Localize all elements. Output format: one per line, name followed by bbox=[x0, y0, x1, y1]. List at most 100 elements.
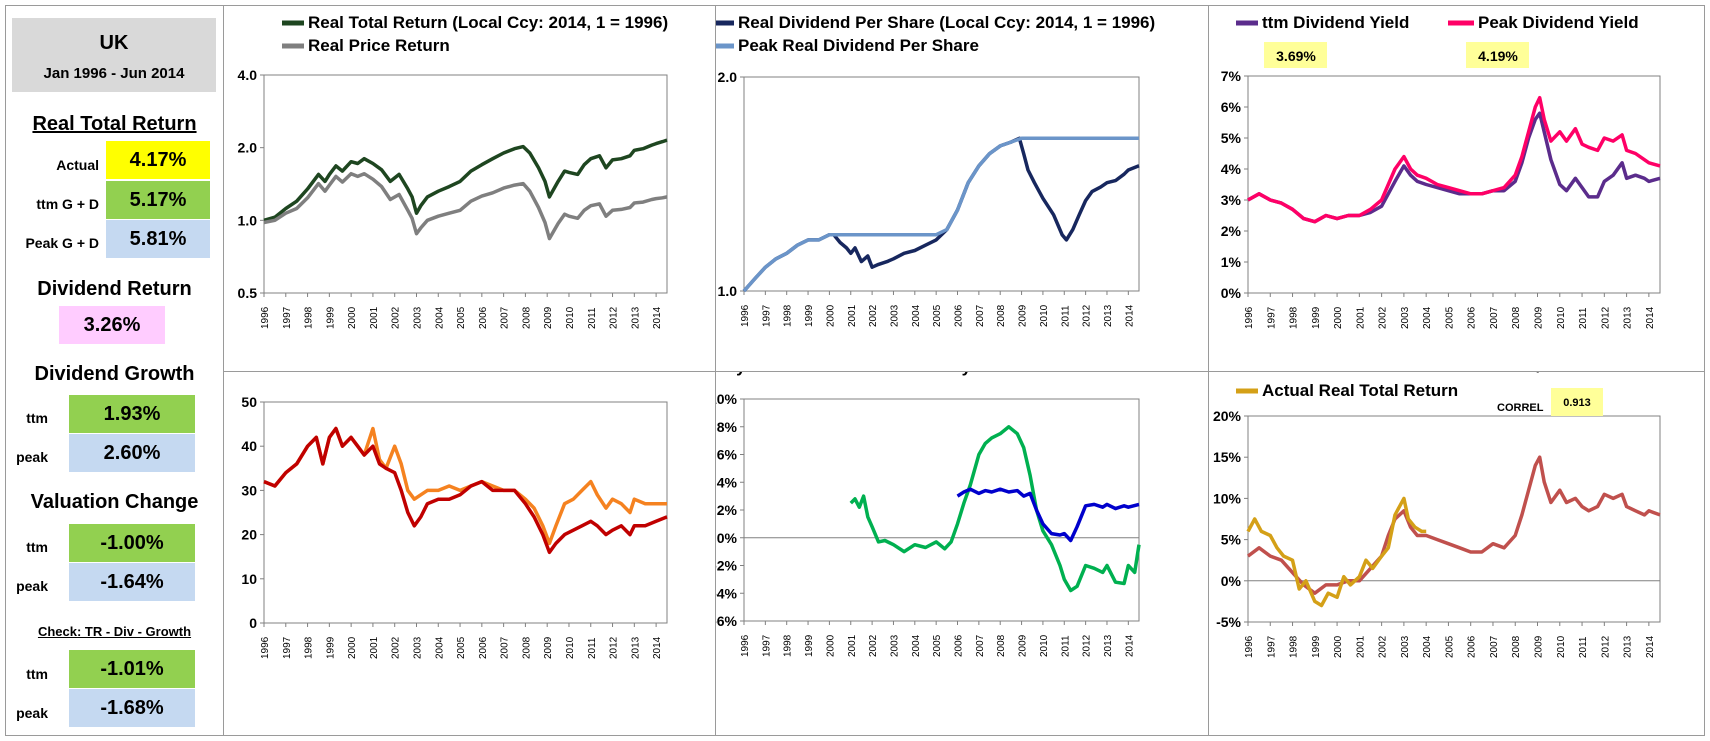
x-tick-label: 2013 bbox=[1103, 304, 1114, 327]
x-tick-label: 2003 bbox=[889, 634, 900, 657]
x-tick-label: 2006 bbox=[954, 634, 965, 657]
y-tick-label: 4.0 bbox=[238, 67, 258, 83]
y-tick-label: 6% bbox=[1221, 99, 1242, 115]
summary-panel: UK Jan 1996 - Jun 2014 Real Total Return… bbox=[6, 6, 223, 735]
rtr-actual-label: Actual bbox=[56, 157, 99, 173]
x-tick-label: 2001 bbox=[1355, 635, 1366, 658]
real-total-return-title: Real Total Return bbox=[32, 113, 197, 135]
x-tick-label: 1997 bbox=[282, 636, 293, 659]
x-tick-label: 2009 bbox=[1534, 306, 1545, 329]
rtr-actual-value: 4.17% bbox=[106, 141, 210, 179]
x-tick-label: 2014 bbox=[652, 636, 663, 659]
x-tick-label: 2010 bbox=[565, 636, 576, 659]
y-tick-label: 2.0 bbox=[718, 69, 738, 85]
x-tick-label: 1998 bbox=[783, 304, 794, 327]
x-tick-label: 2005 bbox=[456, 306, 467, 329]
chart-predicted-vs-actual: -5% 0% 5% 10% 15% 20% 1996 1997 1998 1999 2000 2001… bbox=[1209, 372, 1704, 735]
series-line-1 bbox=[1246, 496, 1427, 608]
x-tick-label: 2002 bbox=[868, 304, 879, 327]
x-tick-label: 2009 bbox=[1018, 304, 1029, 327]
rtr-ttm-value: 5.17% bbox=[106, 181, 210, 219]
y-tick-label: 0.5 bbox=[238, 285, 258, 301]
x-tick-label: 1999 bbox=[1311, 635, 1322, 658]
x-tick-label: 1997 bbox=[1266, 306, 1277, 329]
x-tick-label: 2007 bbox=[975, 304, 986, 327]
x-tick-label: 1997 bbox=[282, 306, 293, 329]
chart-dividend-yield: 0% 1% 2% 3% 4% 5% 6% 7% 1996 1997 1998 1999 2000 2001… bbox=[1209, 6, 1704, 371]
x-tick-label: 2014 bbox=[1124, 304, 1135, 327]
y-tick-label: 40 bbox=[241, 438, 257, 454]
x-tick-label: 2011 bbox=[1060, 305, 1071, 327]
check-ttm-label: ttm bbox=[26, 666, 48, 682]
x-tick-label: 2004 bbox=[911, 634, 922, 657]
y-tick-label: 4% bbox=[717, 474, 738, 490]
x-tick-label: 2006 bbox=[1467, 635, 1478, 658]
x-tick-label: 2003 bbox=[412, 306, 423, 329]
x-tick-label: 2008 bbox=[1511, 635, 1522, 658]
x-tick-label: 2007 bbox=[1489, 635, 1500, 658]
series-line-0 bbox=[263, 138, 668, 222]
vc-ttm-value: -1.00% bbox=[69, 524, 195, 562]
y-tick-label: 0 bbox=[249, 615, 257, 631]
x-tick-label: 2012 bbox=[1600, 306, 1611, 329]
y-tick-label: 20% bbox=[1213, 408, 1242, 424]
peak-yield-badge bbox=[1466, 42, 1529, 68]
plot-area bbox=[1247, 415, 1661, 623]
check-title: Check: TR - Div - Growth bbox=[37, 624, 192, 639]
x-tick-label: 2010 bbox=[1556, 635, 1567, 658]
y-tick-label: 4% bbox=[1221, 161, 1242, 177]
y-tick-label: -4% bbox=[716, 585, 738, 601]
rtr-peak-value: 5.81% bbox=[106, 220, 210, 258]
x-tick-label: 2011 bbox=[587, 637, 598, 659]
dg-peak-value: 2.60% bbox=[69, 434, 195, 472]
x-tick-label: 2013 bbox=[1623, 306, 1634, 329]
x-tick-label: 2010 bbox=[565, 306, 576, 329]
x-tick-label: 2013 bbox=[630, 636, 641, 659]
x-tick-label: 2013 bbox=[630, 306, 641, 329]
y-tick-label: 5% bbox=[1221, 532, 1242, 548]
x-tick-label: 2004 bbox=[911, 304, 922, 327]
x-tick-label: 2007 bbox=[1489, 306, 1500, 329]
series-line-1 bbox=[742, 136, 1139, 293]
check-peak-value: -1.68% bbox=[69, 689, 195, 727]
series-line-0 bbox=[1246, 455, 1661, 595]
series-line-1 bbox=[263, 426, 668, 555]
rtr-ttm-label: ttm G + D bbox=[36, 196, 99, 212]
period-label: Jan 1996 - Jun 2014 bbox=[43, 65, 185, 82]
y-tick-label: 1.0 bbox=[718, 283, 738, 299]
dg-peak-label: peak bbox=[16, 449, 48, 465]
ttm-yield-value: 3.69% bbox=[1276, 48, 1316, 64]
x-tick-label: 2004 bbox=[434, 636, 445, 659]
x-tick-label: 2008 bbox=[996, 634, 1007, 657]
x-tick-label: 1996 bbox=[260, 306, 271, 329]
y-tick-label: 5% bbox=[1221, 130, 1242, 146]
x-tick-label: 2009 bbox=[1018, 634, 1029, 657]
x-tick-label: 2003 bbox=[1400, 306, 1411, 329]
chart-price-to-dividend: 0 10 20 30 40 50 1996 1997 1998 1999 2000 2001 2002 2… bbox=[224, 372, 715, 735]
y-tick-label: 3% bbox=[1221, 192, 1242, 208]
x-tick-label: 2012 bbox=[1600, 635, 1611, 658]
legend-label: Peak Dividend Yield bbox=[1478, 13, 1639, 32]
x-tick-label: 2014 bbox=[652, 306, 663, 329]
x-tick-label: 2009 bbox=[1534, 635, 1545, 658]
plot-area bbox=[263, 74, 668, 294]
x-tick-label: 2011 bbox=[1060, 635, 1071, 657]
legend-label: 10 yr Real ttm Div Growth bbox=[938, 372, 1145, 376]
chart-real-dividend-per-share: 1.0 2.0 1996 1997 1998 1999 2000 2001 2002 2003 20… bbox=[716, 6, 1208, 371]
divider-summary bbox=[223, 6, 224, 735]
x-tick-label: 2006 bbox=[478, 306, 489, 329]
y-tick-label: 30 bbox=[241, 482, 257, 498]
x-tick-label: 2008 bbox=[1511, 306, 1522, 329]
x-tick-label: 1996 bbox=[740, 634, 751, 657]
check-peak-label: peak bbox=[16, 705, 48, 721]
series-line-1 bbox=[263, 171, 668, 241]
x-tick-label: 2000 bbox=[825, 634, 836, 657]
x-tick-label: 1999 bbox=[804, 634, 815, 657]
legend-label: Peak Real Dividend Per Share bbox=[738, 36, 979, 55]
x-tick-label: 2004 bbox=[1422, 306, 1433, 329]
y-tick-label: 50 bbox=[241, 394, 257, 410]
divider-col1 bbox=[715, 6, 716, 735]
legend-label: Real Total Return (Local Ccy: 2014, 1 = … bbox=[308, 13, 668, 32]
x-tick-label: 2007 bbox=[500, 306, 511, 329]
dividend-return-value: 3.26% bbox=[59, 306, 165, 344]
